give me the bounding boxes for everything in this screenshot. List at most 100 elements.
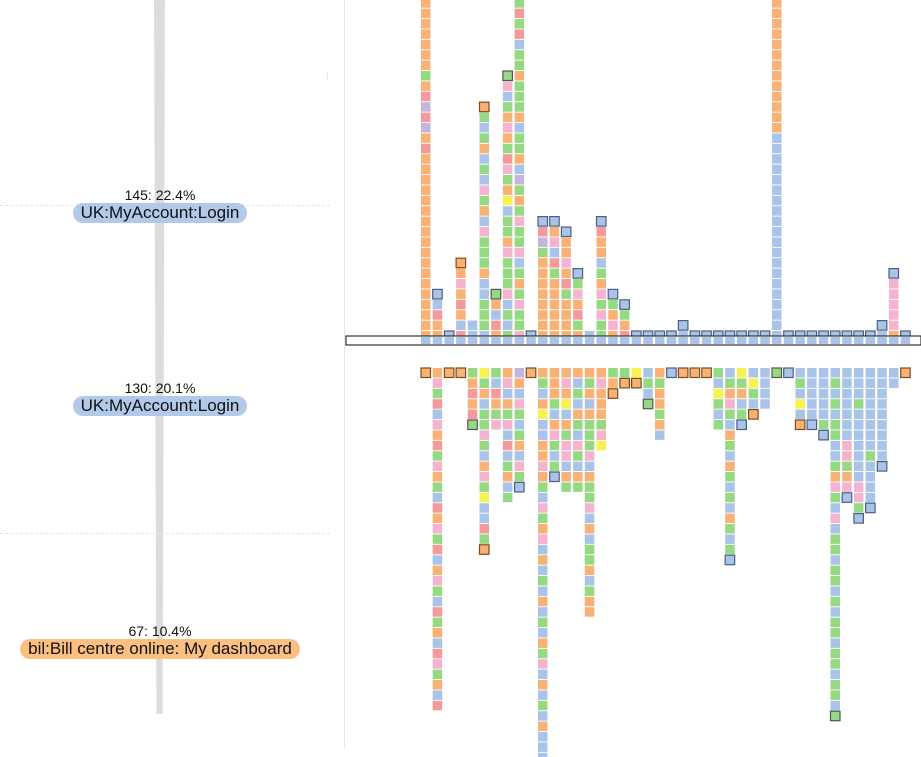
path-end-cell[interactable] — [443, 367, 455, 379]
path-cell[interactable] — [573, 482, 583, 492]
path-cell[interactable] — [736, 368, 747, 378]
path-cell[interactable] — [514, 71, 525, 81]
path-cell[interactable] — [772, 143, 782, 154]
path-cell[interactable] — [432, 638, 443, 648]
path-cell[interactable] — [842, 368, 852, 378]
path-cell[interactable] — [549, 440, 560, 451]
path-cell[interactable] — [502, 378, 513, 388]
funnel-step-1[interactable]: 145: 22.4% UK:MyAccount:Login — [0, 188, 320, 223]
path-cell[interactable] — [865, 461, 876, 472]
path-cell[interactable] — [432, 368, 443, 378]
path-cell[interactable] — [713, 378, 724, 388]
path-cell[interactable] — [479, 378, 490, 388]
path-cell[interactable] — [479, 492, 490, 503]
path-cell[interactable] — [538, 732, 548, 742]
path-cell[interactable] — [830, 430, 841, 440]
path-cell[interactable] — [514, 268, 525, 279]
path-cell[interactable] — [573, 430, 583, 440]
path-cell[interactable] — [889, 279, 899, 289]
path-cell[interactable] — [421, 175, 431, 185]
path-cell[interactable] — [502, 91, 513, 102]
path-cell[interactable] — [596, 247, 607, 258]
path-cell[interactable] — [549, 289, 560, 299]
path-cell[interactable] — [538, 268, 548, 279]
path-cell[interactable] — [561, 310, 571, 320]
path-cell[interactable] — [853, 430, 864, 440]
path-cell[interactable] — [432, 388, 443, 399]
path-cell[interactable] — [584, 420, 595, 430]
path-cell[interactable] — [479, 123, 490, 133]
path-cell[interactable] — [502, 430, 513, 440]
path-cell[interactable] — [456, 289, 466, 299]
path-cell[interactable] — [479, 154, 490, 164]
path-cell[interactable] — [842, 451, 852, 461]
path-cell[interactable] — [830, 492, 841, 503]
path-start-cell[interactable] — [595, 216, 607, 227]
path-end-cell[interactable] — [513, 481, 525, 493]
path-cell[interactable] — [538, 492, 548, 503]
path-cell[interactable] — [889, 378, 899, 388]
path-cell[interactable] — [830, 534, 841, 544]
path-cell[interactable] — [432, 659, 443, 669]
path-cell[interactable] — [538, 607, 548, 617]
path-cell[interactable] — [573, 388, 583, 399]
path-cell[interactable] — [865, 440, 876, 451]
path-cell[interactable] — [502, 185, 513, 195]
path-cell[interactable] — [877, 378, 887, 388]
anchor-cell[interactable] — [678, 337, 688, 344]
anchor-cell[interactable] — [690, 337, 700, 344]
path-cell[interactable] — [584, 399, 595, 409]
path-cell[interactable] — [479, 237, 490, 247]
path-cell[interactable] — [538, 565, 548, 576]
path-cell[interactable] — [514, 378, 525, 388]
anchor-cell[interactable] — [467, 337, 478, 344]
path-cell[interactable] — [549, 399, 560, 409]
path-cell[interactable] — [736, 378, 747, 388]
path-cell[interactable] — [830, 628, 841, 638]
path-cell[interactable] — [467, 378, 478, 388]
path-cell[interactable] — [573, 409, 583, 420]
path-cell[interactable] — [421, 195, 431, 206]
path-start-cell[interactable] — [607, 288, 619, 300]
path-cell[interactable] — [818, 409, 829, 420]
path-cell[interactable] — [421, 112, 431, 123]
path-cell[interactable] — [736, 409, 747, 420]
path-cell[interactable] — [561, 388, 571, 399]
path-cell[interactable] — [467, 409, 478, 420]
anchor-cell[interactable] — [713, 337, 724, 344]
path-cell[interactable] — [538, 752, 548, 757]
path-cell[interactable] — [830, 607, 841, 617]
anchor-cell[interactable] — [619, 337, 630, 344]
path-cell[interactable] — [795, 399, 805, 409]
anchor-cell[interactable] — [842, 337, 852, 344]
path-cell[interactable] — [584, 482, 595, 492]
path-cell[interactable] — [830, 586, 841, 596]
path-cell[interactable] — [432, 607, 443, 617]
path-cell[interactable] — [432, 700, 443, 711]
path-end-cell[interactable] — [853, 512, 865, 524]
path-cell[interactable] — [748, 378, 759, 388]
path-cell[interactable] — [421, 19, 431, 29]
path-cell[interactable] — [818, 388, 829, 399]
path-cell[interactable] — [596, 430, 607, 440]
path-cell[interactable] — [421, 133, 431, 143]
path-cell[interactable] — [538, 310, 548, 320]
path-cell[interactable] — [830, 576, 841, 586]
path-cell[interactable] — [853, 472, 864, 482]
path-cell[interactable] — [584, 565, 595, 576]
path-cell[interactable] — [491, 420, 501, 430]
path-cell[interactable] — [830, 565, 841, 576]
path-cell[interactable] — [807, 399, 817, 409]
path-cell[interactable] — [538, 576, 548, 586]
path-cell[interactable] — [549, 378, 560, 388]
path-cell[interactable] — [421, 91, 431, 102]
path-cell[interactable] — [596, 378, 607, 388]
path-cell[interactable] — [538, 628, 548, 638]
path-cell[interactable] — [596, 268, 607, 279]
path-cell[interactable] — [772, 320, 782, 331]
path-cell[interactable] — [619, 368, 630, 378]
path-cell[interactable] — [561, 430, 571, 440]
path-cell[interactable] — [584, 524, 595, 534]
path-cell[interactable] — [736, 399, 747, 409]
path-cell[interactable] — [772, 164, 782, 175]
